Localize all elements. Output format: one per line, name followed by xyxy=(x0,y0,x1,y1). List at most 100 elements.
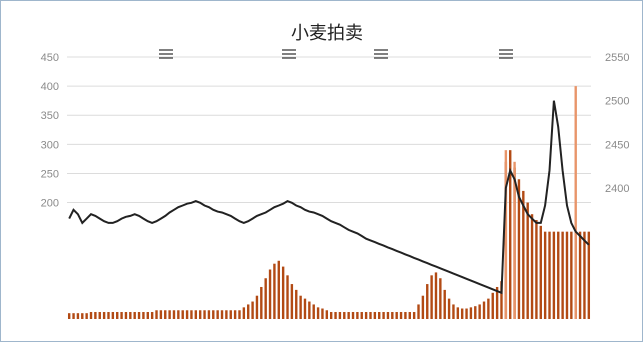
bar xyxy=(212,310,215,319)
legend-entry xyxy=(159,49,173,59)
bar xyxy=(299,295,302,319)
bar xyxy=(500,281,503,319)
bar xyxy=(94,312,97,319)
bar xyxy=(181,310,184,319)
bar xyxy=(460,308,464,319)
bar xyxy=(316,307,320,319)
bar xyxy=(526,202,529,319)
bar xyxy=(412,312,416,319)
bar xyxy=(539,225,542,319)
bar xyxy=(504,150,508,319)
left-tick-label: 400 xyxy=(41,81,59,93)
bar xyxy=(312,304,315,319)
bar xyxy=(578,231,582,319)
left-tick-label: 250 xyxy=(41,168,59,180)
bar xyxy=(255,295,259,319)
bar xyxy=(360,312,363,319)
bar xyxy=(220,310,224,319)
axis-labels: 450 400 350 300 250 200 2550 2500 2450 2400 xyxy=(41,52,630,210)
bar xyxy=(273,263,276,319)
bar xyxy=(281,266,285,319)
bar xyxy=(247,304,250,319)
bar xyxy=(570,231,573,319)
bar xyxy=(107,312,110,319)
bar xyxy=(329,312,333,319)
bar xyxy=(98,312,101,319)
legend-entry xyxy=(499,49,513,59)
bar xyxy=(233,310,237,319)
bar xyxy=(268,269,272,319)
bar xyxy=(89,312,93,319)
bar xyxy=(251,301,254,319)
bar xyxy=(587,231,591,319)
bar xyxy=(399,312,403,319)
right-tick-label: 2550 xyxy=(605,52,629,64)
bar xyxy=(150,312,154,319)
bar xyxy=(102,312,106,319)
bar xyxy=(495,286,499,319)
bar xyxy=(177,310,180,319)
bar-series xyxy=(67,86,591,319)
gridlines xyxy=(67,56,591,204)
bar xyxy=(290,284,294,319)
right-tick-label: 2400 xyxy=(605,183,629,195)
bar xyxy=(408,312,411,319)
bar xyxy=(185,310,189,319)
bar xyxy=(535,220,538,319)
bar xyxy=(225,310,228,319)
bar xyxy=(434,272,438,319)
bar xyxy=(356,312,359,319)
bar xyxy=(382,312,385,319)
chart-title: 小麦拍卖 xyxy=(291,23,363,44)
bar xyxy=(111,312,115,319)
line-series xyxy=(68,100,590,295)
bar xyxy=(203,310,206,319)
bar xyxy=(478,304,481,319)
left-tick-label: 300 xyxy=(41,139,59,151)
bar xyxy=(404,312,407,319)
bar xyxy=(391,312,394,319)
bar xyxy=(517,179,521,319)
bar xyxy=(321,308,324,319)
bar xyxy=(373,312,377,319)
bar xyxy=(369,312,372,319)
bar xyxy=(295,289,298,319)
bar xyxy=(456,307,460,319)
bar xyxy=(325,310,329,319)
bar xyxy=(242,307,246,319)
bar xyxy=(338,312,342,319)
bar xyxy=(522,190,525,319)
bar xyxy=(238,310,241,319)
bar xyxy=(447,298,451,319)
bar xyxy=(129,312,132,319)
bar xyxy=(168,310,171,319)
bar xyxy=(334,312,337,319)
bar xyxy=(277,260,280,319)
legend-entry xyxy=(374,49,388,59)
bar xyxy=(430,275,433,319)
bar xyxy=(67,313,71,319)
right-tick-label: 2500 xyxy=(605,96,629,108)
bar xyxy=(426,284,429,319)
bar xyxy=(343,312,346,319)
bar xyxy=(561,231,564,319)
bar xyxy=(116,312,119,319)
bar xyxy=(452,304,455,319)
bar xyxy=(487,298,490,319)
bar xyxy=(286,275,289,319)
bar xyxy=(548,231,551,319)
bar xyxy=(260,286,263,319)
bar xyxy=(491,292,494,319)
bar xyxy=(557,231,560,319)
bar xyxy=(146,312,149,319)
bar xyxy=(194,310,198,319)
bar xyxy=(229,310,232,319)
bar xyxy=(351,312,355,319)
legend xyxy=(159,49,513,59)
left-tick-label: 200 xyxy=(41,198,59,210)
bar xyxy=(120,312,123,319)
bar xyxy=(142,312,145,319)
bar xyxy=(482,301,486,319)
bar xyxy=(308,301,311,319)
